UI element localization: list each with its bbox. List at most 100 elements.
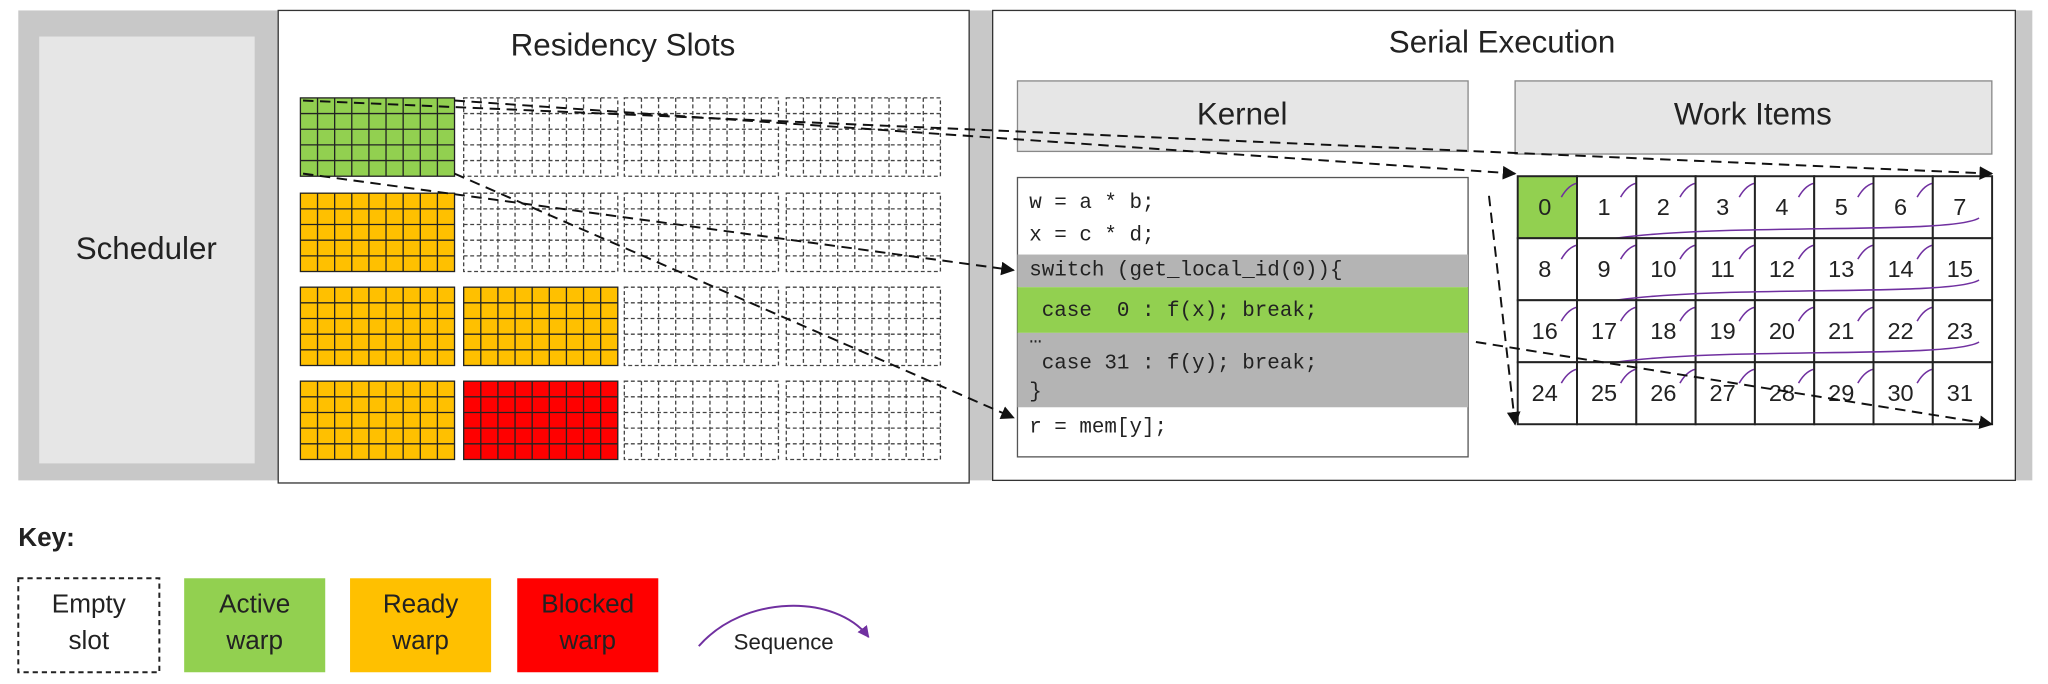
code-line: } [1029,381,1042,404]
work-item-id: 31 [1947,380,1973,406]
work-item-id: 3 [1716,194,1729,220]
residency-title: Residency Slots [511,27,736,62]
kernel-title: Kernel [1197,96,1288,131]
key-label: Active [219,589,290,619]
work-item-id: 22 [1887,318,1913,344]
key-label: warp [391,625,449,655]
work-item-id: 11 [1710,256,1734,282]
work-item-cell [1516,237,1578,302]
empty-slot [785,286,942,367]
work-item-id: 12 [1769,256,1795,282]
work-item-id: 6 [1894,194,1907,220]
work-item-id: 21 [1828,318,1854,344]
key-label: Blocked [541,589,634,619]
code-line: r = mem[y]; [1029,416,1167,439]
serial-title: Serial Execution [1389,25,1615,60]
code-line: case 0 : f(x); break; [1029,300,1317,323]
work-items-title: Work Items [1674,96,1832,131]
empty-slot [623,286,780,367]
work-item-cell [1872,361,1934,426]
work-item-cell [1516,175,1578,240]
warp-slot [299,380,456,461]
work-item-cell [1694,361,1756,426]
work-item-id: 7 [1953,194,1966,220]
dashed-arrow [1475,341,1994,430]
work-item-id: 23 [1947,318,1973,344]
work-item-cell [1931,175,1994,240]
work-item-id: 17 [1591,318,1617,344]
empty-slot [785,380,942,461]
work-item-id: 26 [1650,380,1676,406]
work-item-id: 25 [1591,380,1617,406]
work-item-id: 30 [1887,380,1913,406]
work-item-cell [1753,175,1816,240]
work-item-cell [1931,361,1994,426]
work-item-cell [1753,237,1816,302]
empty-slot [785,192,942,273]
empty-slot [785,97,942,177]
work-item-id: 20 [1769,318,1795,344]
work-item-cell [1635,175,1697,240]
code-highlight [1017,287,1469,333]
work-item-cell [1931,299,1994,364]
work-item-cell [1931,237,1994,302]
work-item-id: 10 [1650,256,1676,282]
key-label: Empty [52,589,126,619]
work-item-id: 5 [1835,194,1848,220]
work-item-cell [1516,361,1578,426]
key-label: warp [558,625,616,655]
work-item-id: 19 [1710,318,1736,344]
dashed-arrow [302,172,1015,276]
work-item-id: 0 [1538,194,1551,220]
dashed-arrow [1488,195,1521,426]
warp-slot [299,97,456,177]
key-label: warp [225,625,283,655]
key-swatch [184,578,326,673]
work-item-cell [1813,361,1875,426]
kernel-header [1016,80,1469,153]
work-item-id: 18 [1650,318,1676,344]
code-highlight [1017,332,1469,408]
key-swatch [350,578,492,673]
work-item-id: 28 [1769,380,1795,406]
empty-slot [463,192,619,273]
warp-slot [299,192,456,273]
work-item-id: 15 [1947,256,1973,282]
empty-slot [623,380,780,461]
work-item-id: 9 [1598,256,1611,282]
work-item-id: 27 [1710,380,1736,406]
empty-slot [623,97,780,177]
work-item-id: 2 [1657,194,1670,220]
code-line: x = c * d; [1029,224,1154,247]
work-item-id: 4 [1775,194,1788,220]
work-items-header [1514,80,1993,155]
key-swatch [17,577,161,674]
sequence-label: Sequence [734,629,834,654]
key-title: Key: [18,522,75,552]
sequence-arc [698,604,870,647]
work-item-id: 24 [1532,380,1558,406]
work-item-cell [1753,361,1816,426]
warp-slot [299,286,456,367]
warp-slot [463,380,619,461]
code-line: w = a * b; [1029,192,1154,215]
code-line: case 31 : f(y); break; [1029,352,1317,375]
key-swatch [517,578,659,673]
dashed-arrow [454,99,1517,180]
code-highlight [1017,254,1469,288]
dashed-arrow [302,99,1994,180]
key-label: slot [68,625,109,655]
work-item-id: 1 [1598,194,1611,220]
work-item-id: 13 [1828,256,1854,282]
key-label: Ready [383,589,459,619]
warp-slot [463,286,619,367]
work-item-id: 16 [1532,318,1558,344]
scheduler-label: Scheduler [76,231,217,266]
code-line: … [1029,326,1042,349]
empty-slot [623,192,780,273]
code-line: switch (get_local_id(0)){ [1029,260,1342,283]
work-item-id: 14 [1887,256,1913,282]
work-item-id: 8 [1538,256,1551,282]
